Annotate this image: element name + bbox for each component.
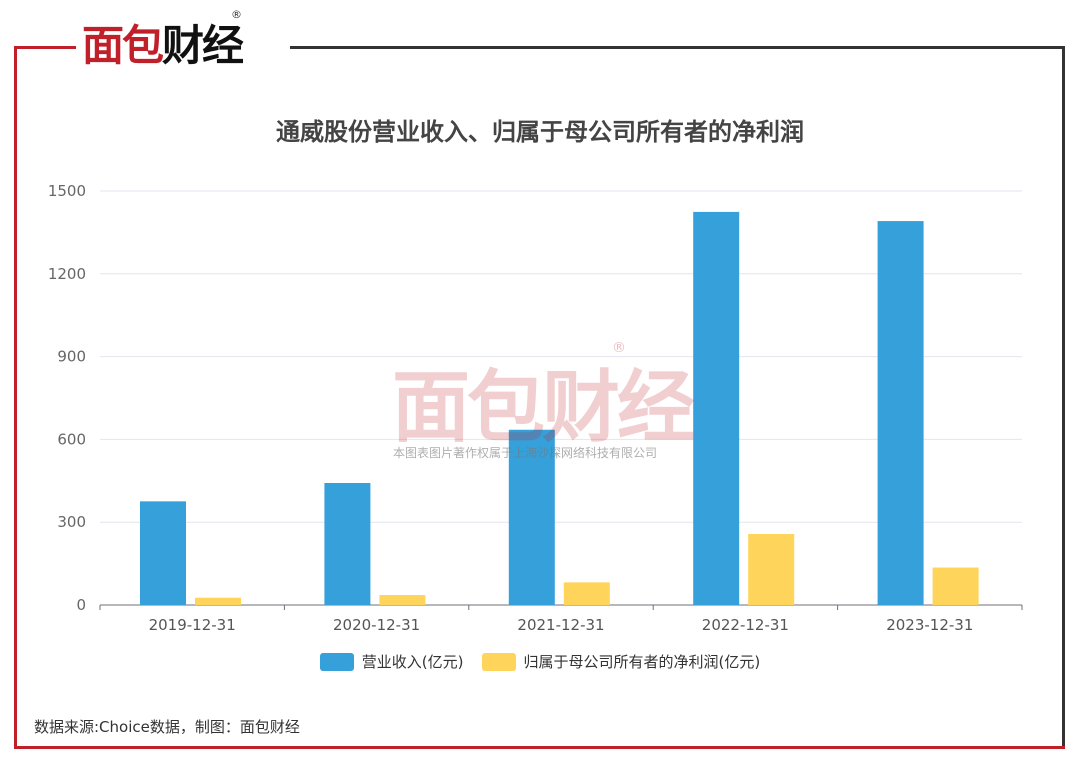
frame-bottom [14,746,1065,749]
y-tick-label: 0 [76,596,86,614]
frame-top-right [290,46,1065,49]
revenue-bar [140,501,186,605]
frame-left [14,46,17,749]
watermark-registered: ® [612,340,626,356]
y-tick-label: 300 [57,513,86,531]
x-tick-label: 2021-12-31 [517,616,604,634]
x-tick-label: 2020-12-31 [333,616,420,634]
revenue-bar [693,211,740,605]
legend-swatch [481,652,516,671]
frame-top-left [14,46,76,49]
y-tick-label: 900 [57,348,86,366]
legend: 营业收入(亿元) 归属于母公司所有者的净利润(亿元) [0,651,1080,672]
legend-item-revenue[interactable]: 营业收入(亿元) [319,651,464,672]
revenue-bar [324,483,371,605]
legend-item-net-profit[interactable]: 归属于母公司所有者的净利润(亿元) [481,651,761,672]
revenue-bar [508,429,555,605]
frame-right [1062,46,1065,749]
y-tick-label: 1200 [48,265,86,283]
x-tick-label: 2022-12-31 [702,616,789,634]
registered-mark: ® [231,8,242,21]
watermark: 面包财经 [392,363,695,453]
legend-label: 归属于母公司所有者的净利润(亿元) [523,653,761,671]
revenue-bar [877,221,924,605]
x-tick-label: 2019-12-31 [149,616,236,634]
source-note: 数据来源:Choice数据，制图：面包财经 [34,718,300,736]
watermark-subtext: 本图表图片著作权属于上海沙探网络科技有限公司 [393,446,658,460]
net-profit-bar [563,582,610,605]
legend-swatch [319,652,354,671]
net-profit-bar [379,595,426,605]
x-tick-label: 2023-12-31 [886,616,973,634]
y-tick-label: 1500 [48,182,86,200]
net-profit-bar [195,597,241,605]
chart-title: 通威股份营业收入、归属于母公司所有者的净利润 [276,118,804,146]
brand-logo: 面包财经 [82,21,244,70]
legend-label: 营业收入(亿元) [361,653,464,671]
net-profit-bar [748,533,795,605]
net-profit-bar [932,567,979,605]
y-tick-label: 600 [57,430,86,448]
